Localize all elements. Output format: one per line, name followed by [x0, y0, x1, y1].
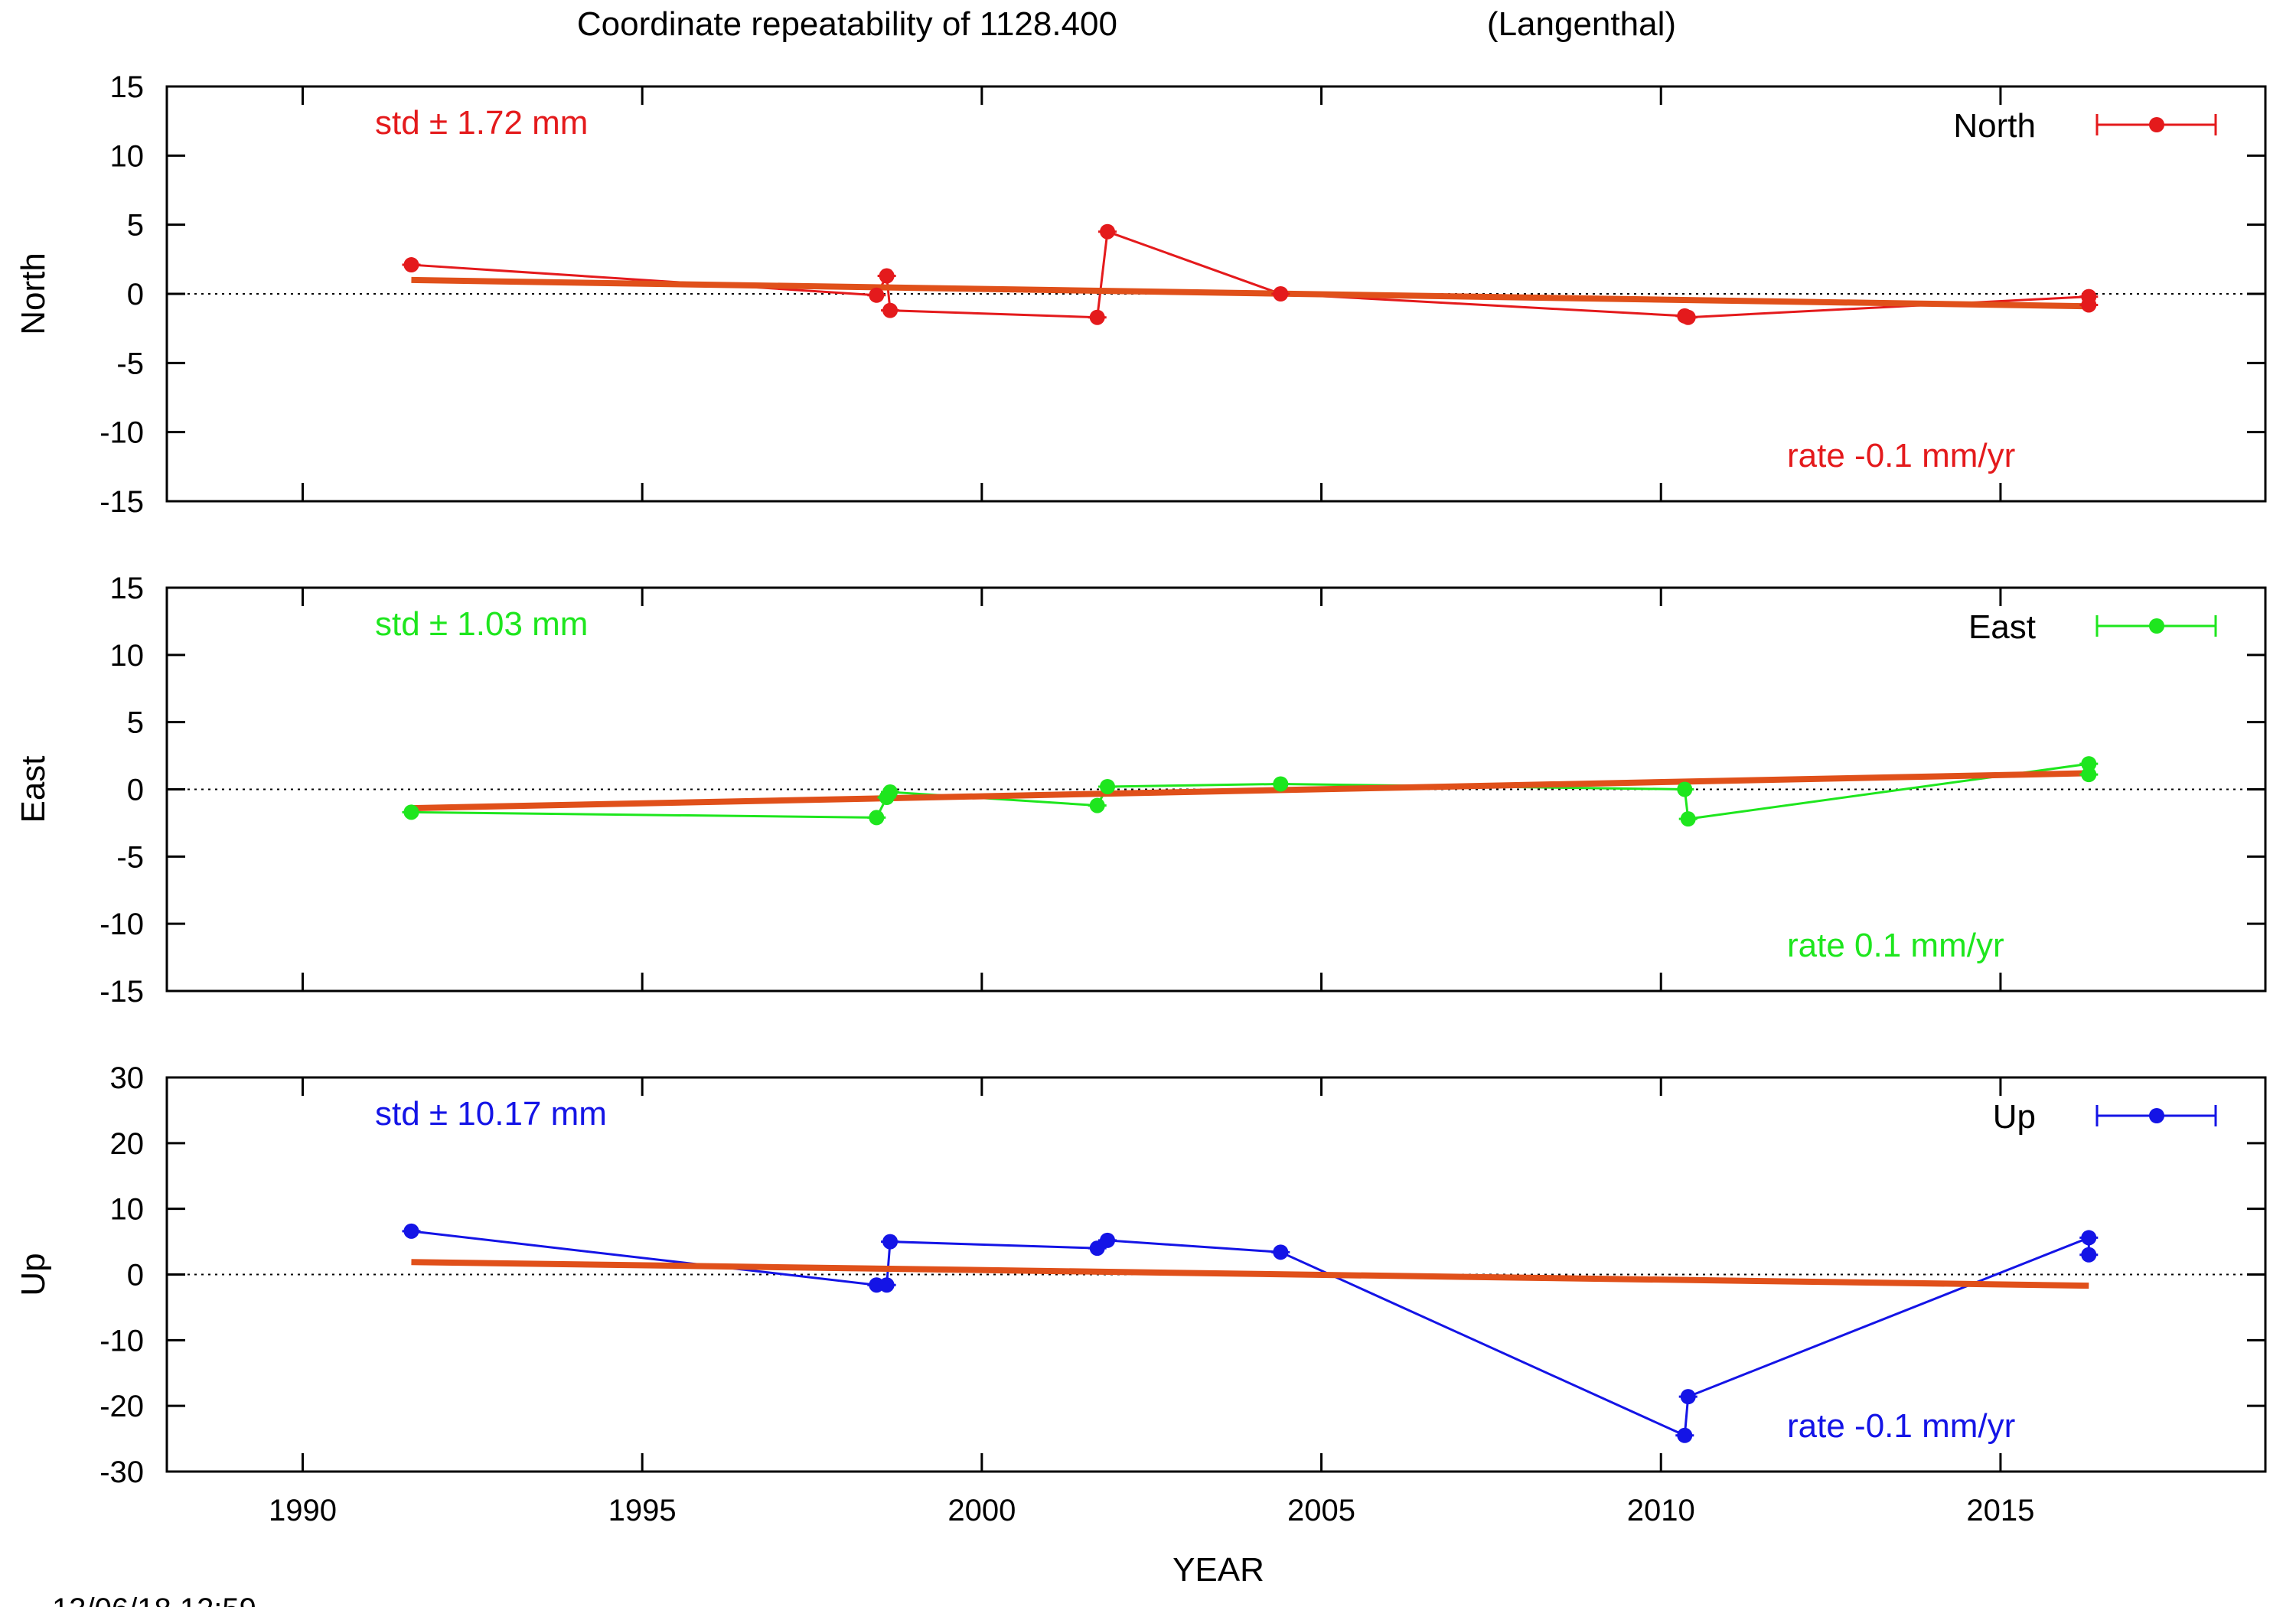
- y-tick-label: -30: [99, 1455, 144, 1489]
- y-tick-label: -10: [99, 908, 144, 941]
- data-point: [1273, 776, 1289, 792]
- data-point: [1100, 1232, 1116, 1248]
- legend-label: Up: [1993, 1098, 2036, 1136]
- data-point: [1100, 223, 1116, 240]
- data-point: [879, 1277, 895, 1293]
- x-tick-label: 2010: [1627, 1494, 1695, 1527]
- rate-annotation: rate -0.1 mm/yr: [1787, 437, 2015, 474]
- chart-title: Coordinate repeatability of 1128.400: [577, 5, 1117, 43]
- trend-line: [411, 770, 2089, 812]
- data-point: [879, 268, 895, 284]
- data-point: [403, 257, 419, 273]
- timestamp: 13/06/18 12:59: [52, 1592, 256, 1607]
- y-tick-label: 5: [127, 209, 144, 243]
- data-point: [1677, 781, 1693, 797]
- x-tick-label: 2000: [947, 1494, 1016, 1527]
- panel-north: 15 10 5 0 -5 -10 -15 North std ± 1.72 mm rate -0.…: [15, 70, 2267, 519]
- data-point: [1677, 1427, 1693, 1443]
- y-tick-label: 5: [127, 706, 144, 740]
- data-point: [2081, 767, 2097, 783]
- y-tick-label: 20: [110, 1127, 145, 1161]
- y-tick-label: 10: [110, 1193, 145, 1227]
- data-point: [1100, 778, 1116, 794]
- panel-east: 15 10 5 0 -5 -10 -15 East std ± 1.03 mm rate 0.1 …: [15, 572, 2267, 1009]
- y-axis-label: East: [15, 755, 52, 823]
- y-axis-label: North: [15, 253, 52, 335]
- data-point: [2081, 1247, 2097, 1263]
- data-point: [1680, 811, 1696, 827]
- data-point: [1273, 286, 1289, 302]
- legend-label: East: [1968, 608, 2036, 646]
- legend-marker: [2149, 117, 2164, 132]
- y-tick-label: -20: [99, 1390, 144, 1423]
- x-tick-label: 1990: [269, 1494, 337, 1527]
- std-annotation: std ± 1.03 mm: [375, 605, 588, 643]
- std-annotation: std ± 10.17 mm: [375, 1095, 607, 1133]
- data-point: [403, 1223, 419, 1239]
- y-tick-label: -10: [99, 416, 144, 450]
- rate-annotation: rate -0.1 mm/yr: [1787, 1407, 2015, 1445]
- legend-label: North: [1953, 107, 2036, 145]
- data-point: [403, 804, 419, 820]
- x-axis-label: YEAR: [1172, 1551, 1264, 1589]
- data-point: [1089, 309, 1105, 325]
- y-tick-label: 15: [110, 70, 145, 104]
- x-tick-label: 2005: [1287, 1494, 1355, 1527]
- y-tick-label: 0: [127, 278, 144, 311]
- data-point: [2081, 1230, 2097, 1246]
- y-tick-label: 10: [110, 639, 145, 673]
- y-tick-label: -15: [99, 975, 144, 1009]
- y-tick-label: -5: [116, 347, 144, 380]
- data-point: [2081, 756, 2097, 772]
- legend-marker: [2149, 618, 2164, 634]
- trend-line: [411, 1259, 2089, 1289]
- y-tick-label: 10: [110, 139, 145, 173]
- y-tick-label: 30: [110, 1061, 145, 1095]
- data-point: [1089, 797, 1105, 813]
- chart-subtitle: (Langenthal): [1487, 5, 1676, 43]
- std-annotation: std ± 1.72 mm: [375, 104, 588, 142]
- x-tick-label: 2015: [1966, 1494, 2034, 1527]
- data-point: [882, 784, 899, 800]
- y-tick-label: -15: [99, 485, 144, 519]
- data-point: [882, 302, 899, 318]
- data-point: [1273, 1244, 1289, 1260]
- y-tick-label: 0: [127, 1259, 144, 1292]
- legend-marker: [2149, 1108, 2164, 1123]
- rate-annotation: rate 0.1 mm/yr: [1787, 927, 2004, 964]
- y-tick-label: 0: [127, 774, 144, 807]
- y-axis-label: Up: [15, 1253, 52, 1296]
- y-tick-label: -10: [99, 1324, 144, 1358]
- trend-line: [411, 276, 2089, 310]
- data-point: [1680, 1389, 1696, 1405]
- y-tick-label: 15: [110, 572, 145, 605]
- data-point: [882, 1234, 899, 1250]
- y-tick-label: -5: [116, 840, 144, 874]
- series-line-up: [411, 1230, 2090, 1438]
- data-point: [869, 287, 885, 303]
- data-point: [1680, 309, 1696, 325]
- x-tick-label: 1995: [608, 1494, 677, 1527]
- data-point: [2081, 297, 2097, 313]
- data-point: [869, 810, 885, 826]
- panels: 15 10 5 0 -5 -10 -15 North std ± 1.72 mm rate -0.…: [15, 70, 2267, 1527]
